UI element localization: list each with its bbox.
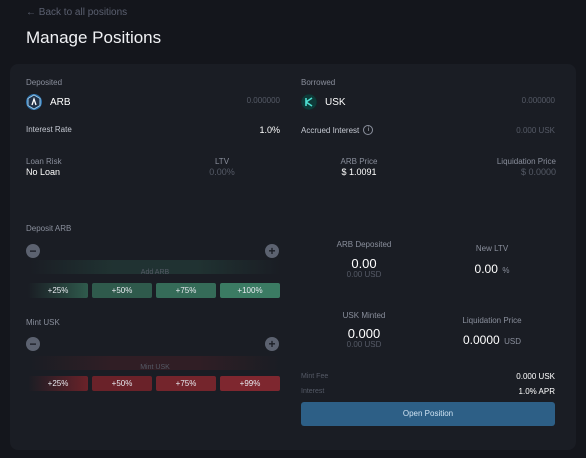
usk-token-icon bbox=[301, 94, 317, 110]
interest-rate-label: Interest Rate bbox=[26, 125, 72, 134]
loan-risk-value: No Loan bbox=[26, 167, 61, 177]
mint-slider-track[interactable] bbox=[30, 356, 280, 370]
accrued-interest-value: 0.000 USK bbox=[516, 126, 555, 135]
deposit-25-button[interactable]: +25% bbox=[28, 283, 88, 298]
ltv-value: 0.00% bbox=[209, 167, 235, 177]
borrowed-token: USK bbox=[301, 94, 346, 110]
accrued-interest-label: Accrued Interest bbox=[301, 125, 360, 135]
usk-minted-usd: 0.00 USD bbox=[346, 340, 382, 349]
new-liq-price: 0.0000 USD bbox=[446, 331, 538, 349]
new-liq-price-label: Liquidation Price bbox=[462, 316, 522, 325]
info-icon[interactable]: i bbox=[363, 125, 374, 135]
mint-25-button[interactable]: +25% bbox=[28, 376, 88, 391]
deposit-50-button[interactable]: +50% bbox=[92, 283, 152, 298]
deposit-decrease-button[interactable]: − bbox=[26, 244, 40, 258]
back-link[interactable]: ← Back to all positions bbox=[26, 7, 128, 18]
mint-fee-value: 0.000 USK bbox=[516, 372, 555, 381]
new-ltv: 0.00 % bbox=[452, 260, 532, 278]
mint-percent-buttons: +25% +50% +75% +99% bbox=[28, 376, 280, 391]
arb-deposited-label: ARB Deposited bbox=[336, 240, 392, 249]
add-arb-label: Add ARB bbox=[140, 269, 170, 276]
mint-fee-label: Mint Fee bbox=[301, 373, 329, 380]
deposit-75-button[interactable]: +75% bbox=[156, 283, 216, 298]
mint-50-button[interactable]: +50% bbox=[92, 376, 152, 391]
liquidation-price-value: $ 0.0000 bbox=[520, 167, 556, 177]
page-title: Manage Positions bbox=[26, 28, 162, 47]
new-ltv-unit: % bbox=[502, 266, 510, 275]
deposit-percent-buttons: +25% +50% +75% +100% bbox=[28, 283, 280, 298]
deposited-label: Deposited bbox=[26, 78, 63, 87]
mint-75-button[interactable]: +75% bbox=[156, 376, 216, 391]
arb-token-icon bbox=[26, 94, 42, 110]
borrowed-token-name: USK bbox=[325, 96, 346, 108]
loan-risk-label: Loan Risk bbox=[26, 157, 62, 166]
open-position-button[interactable]: Open Position bbox=[301, 402, 555, 426]
deposit-slider-track[interactable] bbox=[30, 260, 280, 274]
mint-usk-label: Mint USK bbox=[26, 318, 60, 327]
liquidation-price-label: Liquidation Price bbox=[496, 157, 556, 166]
arb-deposited-value: 0.00 bbox=[351, 256, 377, 271]
accrued-interest: Accrued Interest i bbox=[301, 125, 374, 135]
interest-rate-value: 1.0% bbox=[259, 125, 280, 135]
deposited-amount: 0.000000 bbox=[246, 96, 280, 105]
usk-minted-label: USK Minted bbox=[342, 311, 386, 320]
new-ltv-label: New LTV bbox=[475, 244, 509, 253]
arb-price-value: $ 1.0091 bbox=[341, 167, 377, 177]
ltv-label: LTV bbox=[214, 157, 230, 166]
interest-label: Interest bbox=[301, 388, 325, 395]
borrowed-amount: 0.000000 bbox=[521, 96, 555, 105]
mint-increase-button[interactable]: + bbox=[265, 337, 279, 351]
mint-usk-sublabel: Mint USK bbox=[140, 364, 170, 371]
arb-deposited-usd: 0.00 USD bbox=[346, 270, 382, 279]
mint-decrease-button[interactable]: − bbox=[26, 337, 40, 351]
arb-price-label: ARB Price bbox=[340, 157, 378, 166]
borrowed-label: Borrowed bbox=[301, 78, 336, 87]
new-liq-price-value: 0.0000 bbox=[462, 333, 500, 347]
new-liq-price-unit: USD bbox=[504, 337, 522, 346]
deposited-token-name: ARB bbox=[50, 96, 71, 108]
deposit-increase-button[interactable]: + bbox=[265, 244, 279, 258]
interest-value: 1.0% APR bbox=[518, 387, 555, 396]
new-ltv-value: 0.00 bbox=[474, 262, 498, 276]
deposit-arb-label: Deposit ARB bbox=[26, 224, 72, 233]
mint-99-button[interactable]: +99% bbox=[220, 376, 280, 391]
deposited-token: ARB bbox=[26, 94, 71, 110]
usk-minted-value: 0.000 bbox=[347, 326, 381, 341]
deposit-100-button[interactable]: +100% bbox=[220, 283, 280, 298]
